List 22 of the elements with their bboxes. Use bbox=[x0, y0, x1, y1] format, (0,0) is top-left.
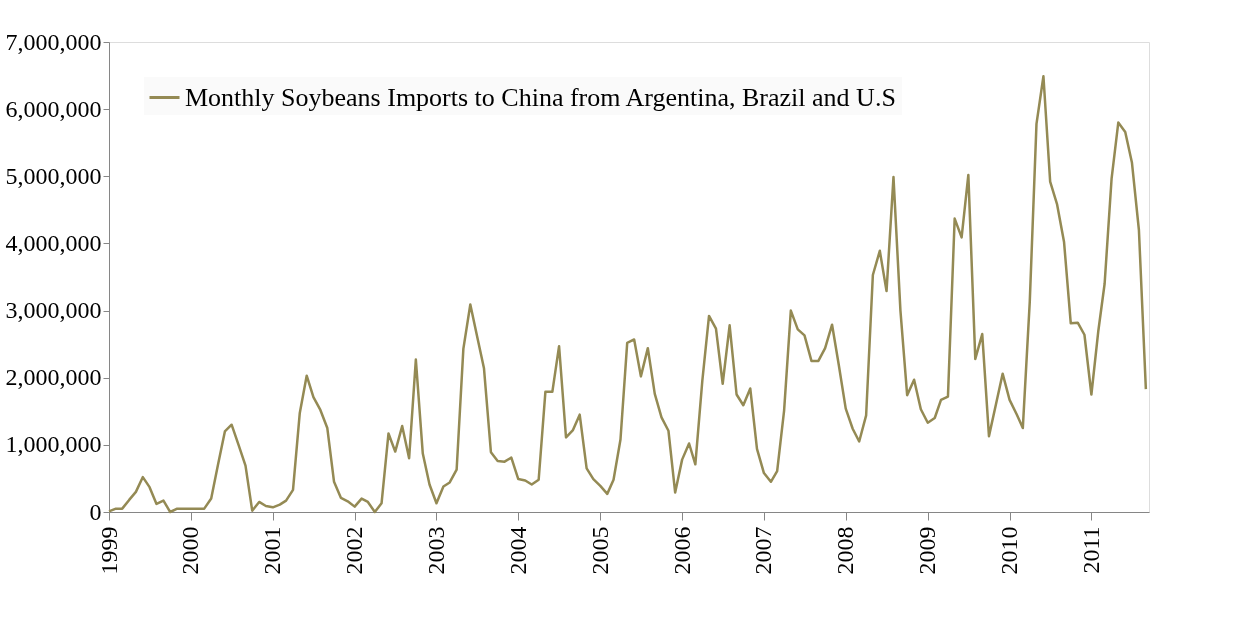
x-tick-label: 2003 bbox=[422, 526, 449, 575]
x-tick-label: 2000 bbox=[177, 526, 204, 575]
y-tick-label: 4,000,000 bbox=[5, 229, 102, 256]
x-tick-label: 1999 bbox=[95, 526, 122, 575]
legend-label: Monthly Soybeans Imports to China from Argentina, Brazil and U.S bbox=[185, 82, 896, 112]
x-tick-label: 2009 bbox=[914, 526, 941, 575]
y-tick-label: 1,000,000 bbox=[5, 431, 102, 458]
x-tick-label: 2010 bbox=[996, 526, 1023, 575]
y-tick-label: 3,000,000 bbox=[5, 297, 102, 324]
y-tick-label: 2,000,000 bbox=[5, 364, 102, 391]
y-tick-label: 5,000,000 bbox=[5, 162, 102, 189]
x-tick-label: 2007 bbox=[750, 526, 777, 575]
x-tick-label: 2001 bbox=[259, 526, 286, 575]
y-tick-label: 0 bbox=[89, 498, 102, 525]
x-tick-label: 2006 bbox=[668, 526, 695, 575]
x-tick-label: 2002 bbox=[341, 526, 368, 575]
y-tick-label: 7,000,000 bbox=[5, 28, 102, 55]
x-tick-label: 2005 bbox=[586, 526, 613, 575]
x-tick-label: 2004 bbox=[504, 526, 531, 575]
x-tick-label: 2008 bbox=[832, 526, 859, 575]
x-tick-label: 2011 bbox=[1077, 526, 1104, 574]
y-tick-label: 6,000,000 bbox=[5, 95, 102, 122]
